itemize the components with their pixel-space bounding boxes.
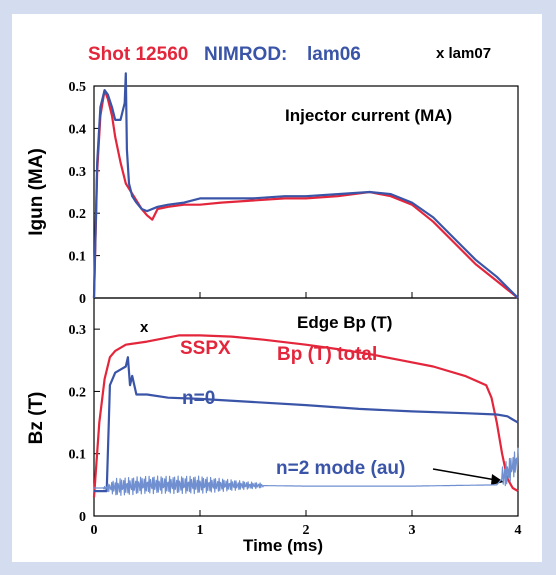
top-ylabel: Igun (MA) bbox=[26, 148, 47, 236]
legend-nimrod: NIMROD: bbox=[204, 44, 287, 65]
x-tick-label: 4 bbox=[515, 523, 522, 538]
bp-total-label: Bp (T) total bbox=[277, 344, 377, 365]
y-tick-label: 0.3 bbox=[69, 165, 87, 180]
series-line-0-1 bbox=[92, 72, 519, 299]
x-tick-label: 0 bbox=[91, 523, 98, 538]
y-tick-label: 0.2 bbox=[69, 207, 87, 222]
y-tick-label: 0 bbox=[79, 510, 86, 525]
chart-svg: Shot 12560 NIMROD: lam06 x lam07 Igun (M… bbox=[26, 44, 522, 555]
chart-frame: Shot 12560 NIMROD: lam06 x lam07 Igun (M… bbox=[12, 14, 542, 562]
x-marker: x bbox=[140, 319, 149, 336]
y-tick-label: 0.2 bbox=[69, 385, 87, 400]
y-tick-label: 0.4 bbox=[69, 122, 87, 137]
y-tick-label: 0.1 bbox=[69, 448, 87, 463]
n2-label: n=2 mode (au) bbox=[276, 458, 405, 479]
n2-arrow-head bbox=[491, 474, 504, 485]
top-panel-title: Injector current (MA) bbox=[285, 106, 452, 125]
series-line-1-1 bbox=[94, 356, 519, 493]
y-tick-label: 0.1 bbox=[69, 250, 87, 265]
bottom-ylabel: Bz (T) bbox=[26, 392, 47, 445]
y-tick-label: 0.3 bbox=[69, 323, 87, 338]
y-tick-label: 0.5 bbox=[69, 80, 87, 95]
xlabel: Time (ms) bbox=[243, 536, 323, 555]
series-line-1-2 bbox=[94, 447, 519, 496]
legend-lam07: x lam07 bbox=[436, 45, 491, 62]
x-tick-label: 2 bbox=[303, 523, 310, 538]
bottom-panel-title: Edge Bp (T) bbox=[297, 313, 392, 332]
x-tick-label: 1 bbox=[197, 523, 204, 538]
n2-arrow-line bbox=[432, 468, 497, 481]
legend-shot: Shot 12560 bbox=[88, 44, 188, 65]
x-tick-label: 3 bbox=[409, 523, 416, 538]
y-tick-label: 0 bbox=[79, 292, 86, 307]
series-line-1-0 bbox=[92, 334, 519, 498]
series-line-0-0 bbox=[92, 89, 519, 299]
legend-lam06: lam06 bbox=[307, 44, 361, 65]
sspx-label: SSPX bbox=[180, 338, 231, 359]
